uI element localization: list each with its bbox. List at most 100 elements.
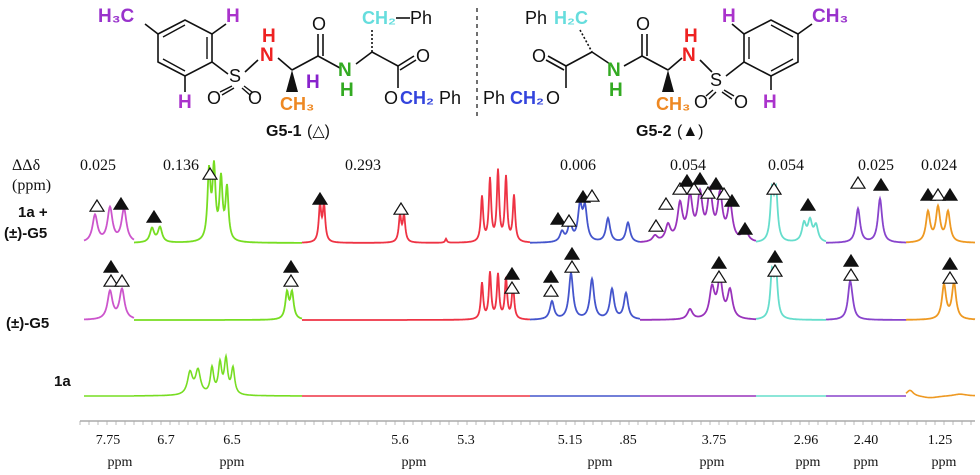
- spectrum-trace: [906, 279, 976, 321]
- filled-triangle-marker: [872, 177, 890, 191]
- ddelta-value: 0.025: [80, 157, 116, 174]
- filled-triangle-marker: [691, 171, 709, 185]
- ala-methyl-label: CH₃: [656, 94, 690, 114]
- axis-unit-label: ppm: [932, 455, 957, 470]
- filled-triangle-marker: [941, 187, 959, 201]
- caption-g5-1-marker: (△): [307, 123, 330, 140]
- spectrum-trace: [826, 195, 906, 244]
- spectrum-trace: [755, 182, 827, 243]
- sulfonamide-h: H: [684, 26, 698, 47]
- spectrum-trace: [640, 185, 757, 243]
- nmr-spectra: [83, 160, 976, 399]
- axis-tick-label: 5.15: [558, 433, 583, 448]
- ester-ch2-label: CH₂: [400, 88, 434, 108]
- filled-triangle-marker: [736, 221, 754, 235]
- benzyl-ph-label: Ph: [410, 8, 432, 28]
- filled-triangle-marker: [842, 253, 860, 267]
- filled-triangle-marker: [563, 246, 581, 260]
- axis-tick-label: 1.25: [928, 433, 953, 448]
- open-triangle-marker: [542, 283, 560, 297]
- sulfur-atom: S: [710, 70, 722, 90]
- spectrum-trace: [134, 352, 302, 397]
- ester-carbonyl-o: O: [532, 46, 546, 66]
- axis-unit-label: ppm: [854, 455, 879, 470]
- filled-triangle-marker: [710, 255, 728, 269]
- ddelta-value: 0.293: [345, 157, 381, 174]
- open-triangle-marker: [715, 186, 733, 200]
- axis-tick-label: 3.75: [702, 433, 727, 448]
- ddelta-unit: (ppm): [12, 177, 51, 194]
- benzyl-ph-label: Ph: [525, 8, 547, 28]
- spectrum-trace: [134, 288, 303, 321]
- axis-tick-label: 7.75: [96, 433, 121, 448]
- open-triangle-marker: [685, 181, 703, 195]
- row-label-middle: (±)-G5: [6, 315, 49, 332]
- open-triangle-marker: [583, 188, 601, 202]
- open-triangle-marker: [647, 218, 665, 232]
- spectrum-trace: [302, 271, 531, 321]
- sulfonyl-oxygen-1: O: [207, 88, 221, 108]
- aryl-h-bottom: H: [178, 92, 192, 113]
- open-triangle-marker: [765, 181, 783, 195]
- spectrum-trace: [83, 204, 135, 242]
- open-triangle-marker: [941, 270, 959, 284]
- axis-tick-label: 2.40: [854, 433, 879, 448]
- axis-unit-label: ppm: [108, 455, 133, 470]
- axis-tick-label: 6.5: [223, 433, 241, 448]
- ester-carbonyl-o: O: [416, 46, 430, 66]
- spectrum-trace: [134, 160, 302, 244]
- ddelta-value: 0.054: [768, 157, 804, 174]
- spectrum-trace: [825, 279, 906, 321]
- filled-triangle-marker: [678, 173, 696, 187]
- sulfonyl-oxygen-2: O: [734, 92, 748, 112]
- molecule-g5-1: H₃C H H S O O H N CH₃ H O N H CH₂ Ph: [98, 6, 461, 140]
- open-triangle-marker: [563, 259, 581, 273]
- open-triangle-marker: [201, 166, 219, 180]
- filled-triangle-marker: [102, 259, 120, 273]
- ester-o: O: [384, 88, 398, 108]
- caption-g5-2: G5-2: [636, 123, 672, 140]
- filled-triangle-marker: [723, 193, 741, 207]
- axis-unit-label: ppm: [588, 455, 613, 470]
- axis-tick-label: 6.7: [157, 433, 175, 448]
- axis-unit-label: ppm: [796, 455, 821, 470]
- filled-triangle-marker: [112, 196, 130, 210]
- filled-triangle-marker: [311, 191, 329, 205]
- caption-g5-2-marker: (▲): [677, 123, 704, 140]
- ester-ph-label: Ph: [439, 88, 461, 108]
- open-triangle-marker: [849, 175, 867, 189]
- open-triangle-marker: [657, 196, 675, 210]
- open-triangle-marker: [766, 263, 784, 277]
- open-triangle-marker: [282, 273, 300, 287]
- amide-h: H: [609, 80, 623, 101]
- axis-unit-label: ppm: [402, 455, 427, 470]
- ala-methyl-label: CH₃: [280, 94, 314, 114]
- open-triangle-marker: [392, 201, 410, 215]
- ddelta-header: ΔΔδ: [12, 157, 40, 174]
- ester-ph-label: Ph: [483, 88, 505, 108]
- sulfur-atom: S: [229, 66, 241, 86]
- amide-n: N: [338, 60, 352, 81]
- sulfonamide-n: N: [260, 45, 274, 66]
- caption-g5-1: G5-1: [266, 123, 302, 140]
- spectrum-trace: [906, 202, 975, 244]
- tol-methyl-label: H₃C: [98, 6, 135, 27]
- spectrum-trace: [84, 286, 135, 321]
- benzyl-ch2-label: H₂C: [554, 8, 588, 28]
- open-triangle-marker: [560, 213, 578, 227]
- spectrum-trace: [530, 269, 641, 321]
- axis-tick-label: .85: [619, 433, 637, 448]
- aryl-h-top: H: [722, 6, 736, 27]
- benzyl-ch2-label: CH₂: [362, 8, 396, 28]
- ddelta-value: 0.025: [858, 157, 894, 174]
- filled-triangle-marker: [145, 209, 163, 223]
- sulfonyl-oxygen-1: O: [694, 92, 708, 112]
- spectrum-trace: [530, 199, 641, 244]
- ddelta-value: 0.024: [921, 157, 957, 174]
- benzene-ring: [157, 19, 213, 77]
- filled-triangle-marker: [282, 259, 300, 273]
- filled-triangle-marker: [919, 187, 937, 201]
- amide-h: H: [340, 80, 354, 101]
- open-triangle-marker: [671, 181, 689, 195]
